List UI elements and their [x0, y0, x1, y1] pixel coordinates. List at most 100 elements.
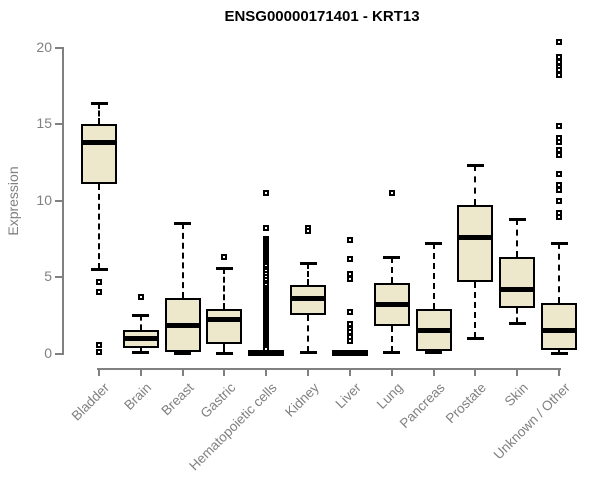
upper-whisker-kidney — [307, 263, 310, 285]
whisker-cap-low-prostate — [466, 337, 484, 341]
outlier-unknown-other — [556, 53, 563, 60]
whisker-cap-low-lung — [383, 350, 401, 354]
whisker-cap-low-bladder — [90, 268, 108, 272]
whisker-cap-low-pancreas — [425, 350, 443, 354]
x-axis-tick — [223, 368, 226, 376]
median-pancreas — [415, 328, 452, 334]
lower-whisker-bladder — [98, 183, 100, 270]
x-axis-tick — [139, 368, 142, 376]
outlier-bladder — [96, 278, 102, 285]
x-axis-tick — [98, 368, 100, 376]
median-skin — [499, 286, 536, 292]
upper-whisker-lung — [390, 257, 393, 284]
whisker-cap-high-pancreas — [425, 242, 443, 246]
box-skin — [499, 257, 536, 308]
whisker-cap-low-brain — [132, 350, 150, 354]
y-axis-line — [62, 46, 64, 355]
median-liver — [331, 350, 368, 356]
outlier-hematopoietic-cells — [263, 225, 270, 232]
x-category-label: Skin — [501, 380, 531, 410]
outlier-unknown-other — [556, 151, 563, 158]
upper-whisker-skin — [516, 218, 519, 258]
whisker-cap-high-lung — [383, 256, 401, 260]
lower-whisker-prostate — [474, 281, 477, 339]
lower-whisker-lung — [390, 325, 393, 352]
outlier-kidney — [305, 228, 312, 235]
box-gastric — [206, 309, 243, 345]
lower-whisker-kidney — [307, 315, 310, 352]
x-category-label: Brain — [121, 380, 155, 413]
median-kidney — [290, 295, 327, 301]
chart-title: ENSG00000171401 - KRT13 — [224, 8, 420, 25]
outlier-bladder — [96, 348, 102, 355]
outlier-bladder — [96, 342, 102, 349]
lower-whisker-unknown-other — [558, 350, 561, 353]
outlier-unknown-other — [556, 197, 563, 204]
x-category-label: Prostate — [442, 380, 490, 427]
whisker-cap-high-skin — [508, 217, 526, 221]
outlier-brain — [137, 293, 144, 300]
lower-whisker-gastric — [223, 344, 226, 353]
x-category-label: Kidney — [281, 380, 322, 420]
median-unknown-other — [541, 328, 578, 334]
whisker-cap-low-unknown-other — [550, 351, 568, 355]
x-axis-tick — [558, 368, 561, 376]
x-category-label: Liver — [332, 380, 364, 412]
y-axis-tick — [55, 352, 62, 355]
whisker-cap-high-breast — [174, 222, 192, 226]
upper-whisker-unknown-other — [558, 243, 561, 303]
median-brain — [122, 335, 159, 341]
x-category-label: Bladder — [69, 380, 113, 424]
x-axis-tick — [307, 368, 310, 376]
y-tick-label: 20 — [36, 38, 52, 55]
x-axis-tick — [181, 368, 184, 376]
y-axis-tick — [55, 199, 62, 202]
outlier-hematopoietic-cells — [263, 345, 270, 352]
upper-whisker-bladder — [98, 102, 100, 124]
whisker-cap-low-kidney — [299, 350, 317, 354]
whisker-cap-high-unknown-other — [550, 242, 568, 246]
x-axis-tick — [516, 368, 519, 376]
x-axis-line — [97, 368, 562, 370]
whisker-cap-high-brain — [132, 314, 150, 318]
outlier-unknown-other — [556, 139, 563, 146]
whisker-cap-low-gastric — [215, 351, 233, 355]
y-tick-label: 5 — [44, 268, 52, 284]
outlier-liver — [346, 338, 353, 345]
x-axis-tick — [265, 368, 268, 376]
x-category-label: Breast — [158, 380, 197, 419]
x-category-label: Lung — [373, 380, 406, 412]
upper-whisker-prostate — [474, 165, 477, 206]
median-prostate — [457, 234, 494, 240]
whisker-cap-low-breast — [174, 351, 192, 355]
whisker-cap-low-skin — [508, 321, 526, 325]
outlier-hematopoietic-cells — [263, 189, 270, 196]
y-axis-tick — [55, 46, 62, 49]
outlier-unknown-other — [556, 186, 563, 193]
x-axis-tick — [348, 368, 351, 376]
whisker-cap-high-prostate — [466, 164, 484, 168]
whisker-cap-high-gastric — [215, 266, 233, 270]
outlier-liver — [346, 255, 353, 262]
box-unknown-other — [541, 303, 578, 351]
median-lung — [373, 302, 410, 308]
outlier-unknown-other — [556, 171, 563, 178]
box-bladder — [81, 124, 117, 184]
outlier-unknown-other — [556, 214, 563, 221]
x-axis-tick — [432, 368, 435, 376]
y-axis-tick — [55, 276, 62, 278]
x-category-label: Unknown / Other — [490, 380, 573, 463]
median-gastric — [206, 317, 243, 323]
lower-whisker-brain — [139, 348, 142, 352]
outlier-liver — [346, 275, 353, 282]
box-prostate — [457, 205, 494, 282]
x-category-label: Pancreas — [396, 380, 448, 431]
outlier-unknown-other — [556, 39, 563, 46]
x-axis-tick — [474, 368, 477, 376]
median-bladder — [81, 139, 117, 145]
y-tick-label: 10 — [36, 191, 52, 208]
y-tick-label: 0 — [44, 344, 52, 361]
outlier-unknown-other — [556, 72, 563, 79]
y-axis-tick — [55, 123, 62, 125]
whisker-cap-high-bladder — [90, 101, 108, 105]
